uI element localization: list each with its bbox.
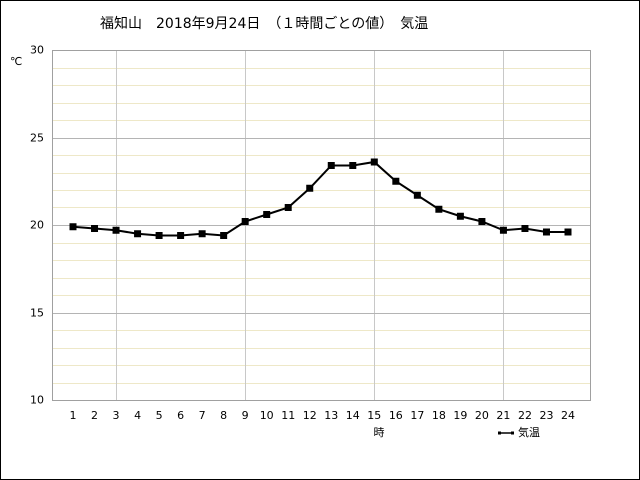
x-tick-label: 18 [432,409,446,422]
point [241,218,249,225]
x-tick-label: 24 [561,409,575,422]
point [564,228,572,236]
point [413,191,421,199]
x-tick-label: 19 [453,409,467,422]
point [327,162,335,169]
point [284,204,292,211]
legend-label: 気温 [518,425,540,439]
point [478,218,486,225]
x-tick-label: 21 [496,409,510,422]
point [521,225,529,232]
x-tick-label: 16 [389,409,403,422]
point [134,230,142,238]
x-tick-label: 10 [260,409,274,422]
x-tick-label: 5 [156,409,163,422]
point [263,211,271,218]
x-tick-label: 23 [539,409,553,422]
x-tick-label: 1 [70,409,77,422]
point [392,177,400,185]
plot-area [52,50,591,401]
point [177,232,185,239]
point [456,212,464,220]
legend-marker [511,431,514,435]
x-tick-label: 13 [324,409,338,422]
x-tick-label: 14 [346,409,360,422]
point [542,228,550,236]
point [435,205,443,213]
x-tick-label: 22 [518,409,532,422]
point [220,232,228,239]
x-tick-label: 6 [177,409,184,422]
point [370,158,378,166]
x-tick-label: 20 [475,409,489,422]
x-tick-label: 9 [242,409,249,422]
y-tick-label: 15 [30,307,44,320]
y-tick-label: 10 [30,394,44,407]
y-unit: ℃ [10,55,22,68]
x-tick-label: 11 [281,409,295,422]
x-tick-label: 7 [199,409,206,422]
x-tick-label: 3 [113,409,120,422]
chart-title: 福知山 2018年9月24日 （１時間ごとの値） 気温 [100,15,428,32]
x-tick-label: 2 [91,409,98,422]
point [349,162,357,169]
point [69,223,77,231]
y-tick-label: 20 [30,219,44,232]
point [198,230,206,238]
point [112,226,120,234]
x-tick-label: 15 [367,409,381,422]
point [499,226,507,234]
point [91,225,99,232]
x-tick-label: 17 [410,409,424,422]
point [155,232,163,239]
point [306,184,314,192]
line [72,160,568,237]
y-tick-label: 25 [30,132,44,145]
legend-marker [498,431,501,435]
x-tick-label: 8 [220,409,227,422]
x-label: 時 [374,426,385,439]
x-tick-label: 12 [303,409,317,422]
x-tick-label: 4 [134,409,141,422]
y-tick-label: 30 [30,44,44,57]
